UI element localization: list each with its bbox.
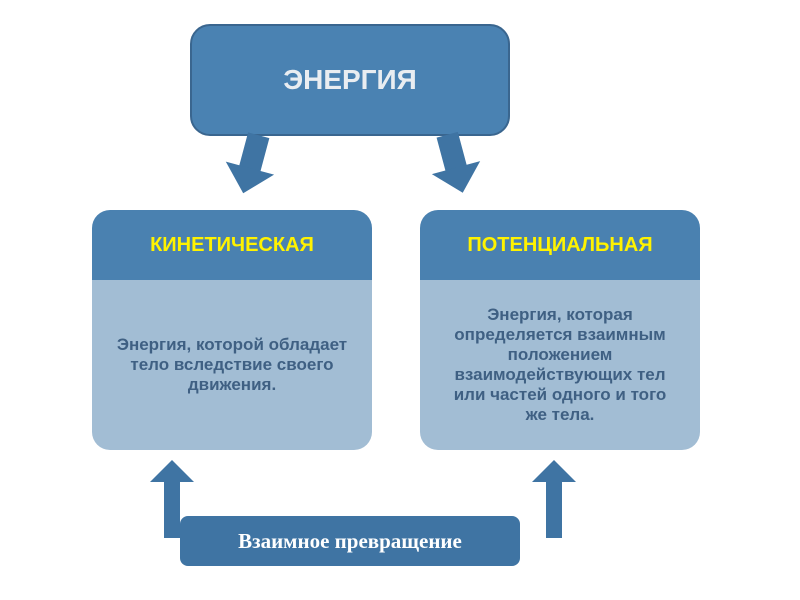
kinetic-head: КИНЕТИЧЕСКАЯ xyxy=(92,210,372,280)
energy-root-title: ЭНЕРГИЯ xyxy=(283,64,417,96)
mutual-transform-box: Взаимное превращение xyxy=(180,516,520,566)
potential-card: ПОТЕНЦИАЛЬНАЯ Энергия, которая определяе… xyxy=(420,210,700,450)
potential-head-label: ПОТЕНЦИАЛЬНАЯ xyxy=(467,234,652,257)
kinetic-body: Энергия, которой обладает тело вследстви… xyxy=(92,280,372,450)
mutual-transform-label: Взаимное превращение xyxy=(238,529,462,554)
arrow-up-right xyxy=(530,460,580,540)
arrow-up-left xyxy=(148,460,198,540)
potential-body-text: Энергия, которая определяется взаимным п… xyxy=(442,305,678,425)
arrow-to-kinetic xyxy=(213,127,286,200)
kinetic-card: КИНЕТИЧЕСКАЯ Энергия, которой обладает т… xyxy=(92,210,372,450)
kinetic-body-text: Энергия, которой обладает тело вследстви… xyxy=(114,335,350,395)
arrow-to-potential xyxy=(417,127,490,200)
energy-root-box: ЭНЕРГИЯ xyxy=(190,24,510,136)
potential-body: Энергия, которая определяется взаимным п… xyxy=(420,280,700,450)
potential-head: ПОТЕНЦИАЛЬНАЯ xyxy=(420,210,700,280)
kinetic-head-label: КИНЕТИЧЕСКАЯ xyxy=(150,234,314,257)
